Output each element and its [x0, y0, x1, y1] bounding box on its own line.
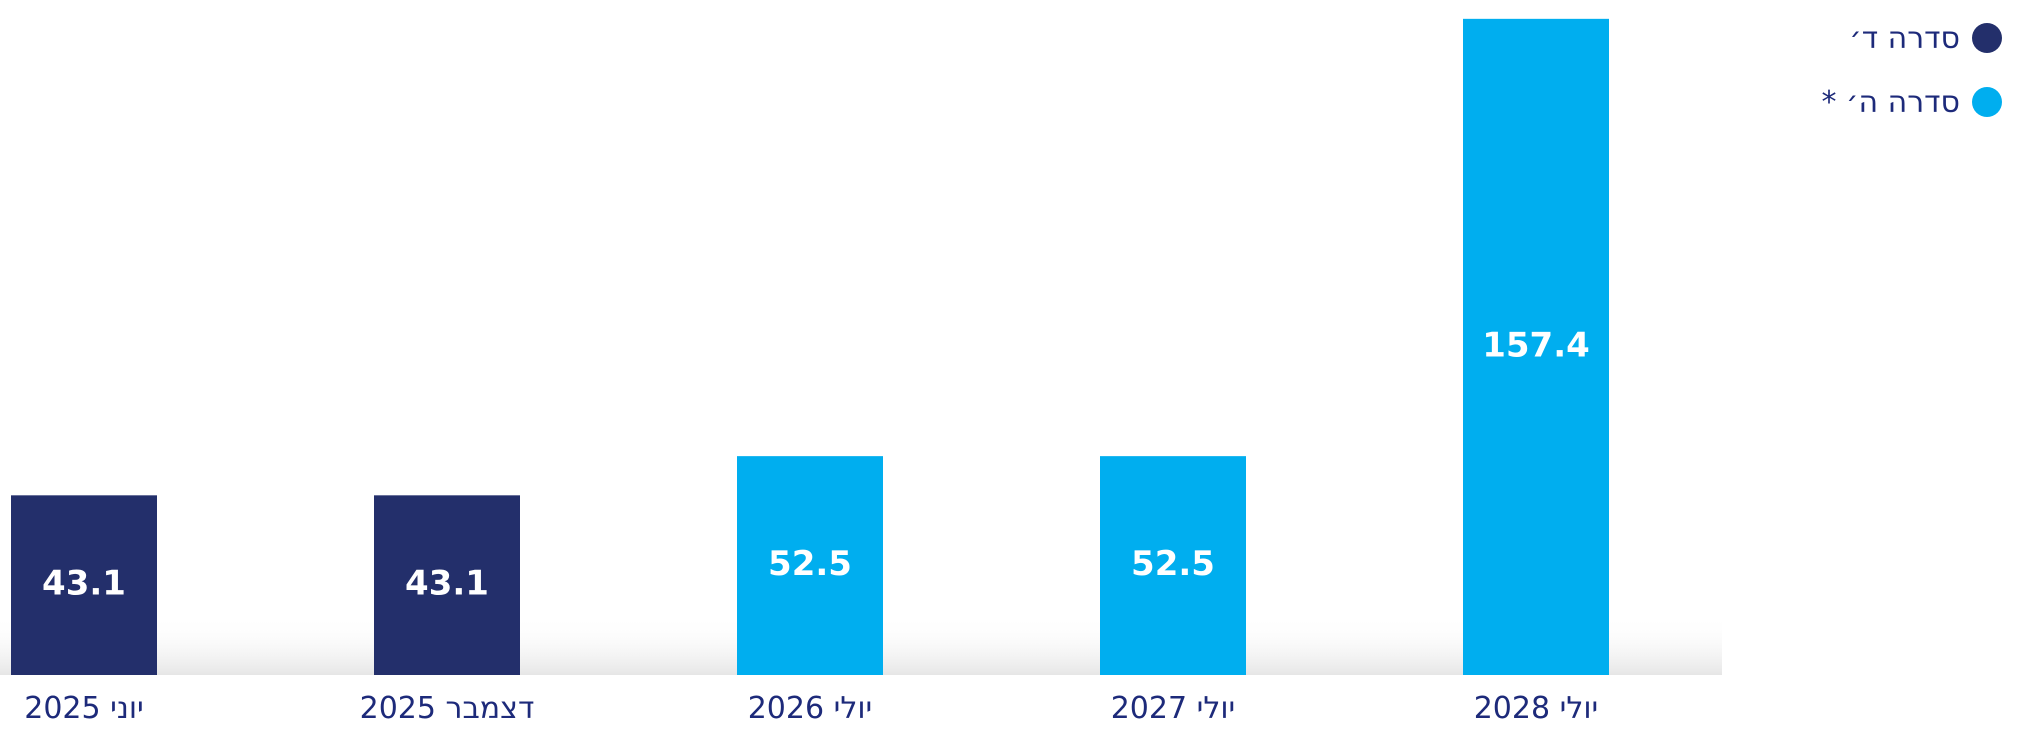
legend-label-series-d: סדרה ד׳ — [1849, 20, 1960, 56]
bar-value-label-3: 52.5 — [768, 544, 852, 584]
legend: סדרה ד׳ סדרה ה׳ * — [1821, 6, 2008, 134]
bar-2 — [374, 495, 520, 675]
bar-1 — [11, 495, 157, 675]
bar-value-label-4: 52.5 — [1131, 544, 1215, 584]
legend-item-series-d: סדרה ד׳ — [1821, 6, 2008, 70]
bar-4 — [1100, 456, 1246, 675]
x-tick-label-2: דצמבר 2025 — [360, 691, 535, 726]
x-tick-labels-group: יוני 2025 דצמבר 2025 יולי 2026 יולי 2027 יול… — [24, 691, 1598, 726]
x-tick-label-3: יולי 2026 — [748, 691, 873, 726]
legend-item-series-h: סדרה ה׳ * — [1821, 70, 2008, 134]
legend-label-series-h: סדרה ה׳ * — [1821, 84, 1960, 120]
legend-swatch-series-h — [1972, 87, 2002, 117]
bar-value-label-1: 43.1 — [42, 564, 126, 604]
bars-group — [11, 18, 1609, 676]
bar-labels-group: 43.1 43.1 52.5 52.5 157.4 — [42, 325, 1590, 603]
legend-swatch-series-d — [1972, 23, 2002, 53]
x-tick-label-5: יולי 2028 — [1474, 691, 1599, 726]
bar-value-label-5: 157.4 — [1482, 325, 1590, 365]
x-tick-label-4: יולי 2027 — [1111, 691, 1236, 726]
bar-5 — [1463, 18, 1609, 676]
bar-3 — [737, 456, 883, 675]
bar-value-label-2: 43.1 — [405, 564, 489, 604]
x-tick-label-1: יוני 2025 — [24, 691, 144, 726]
